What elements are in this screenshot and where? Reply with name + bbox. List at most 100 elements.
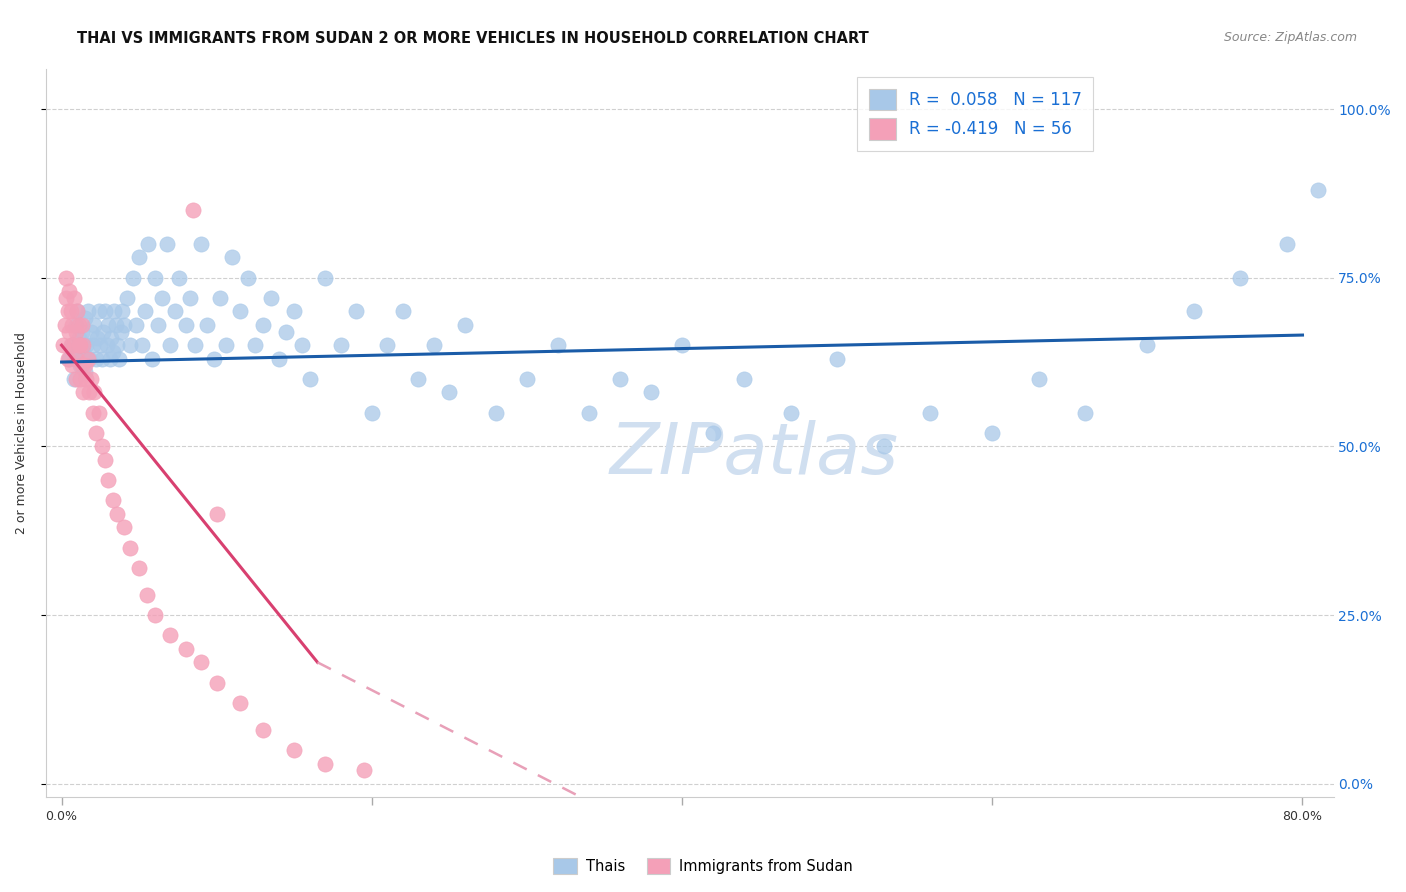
Point [143,608,166,623]
Point [107,507,129,521]
Point [163,304,186,318]
Point [90,351,112,366]
Point [112,520,135,534]
Point [454,318,477,332]
Point [97,318,120,332]
Point [98,351,121,366]
Point [70,359,93,373]
Point [65,318,87,332]
Point [267,351,290,366]
Point [72,338,94,352]
Text: THAI VS IMMIGRANTS FROM SUDAN 2 OR MORE VEHICLES IN HOUSEHOLD CORRELATION CHART: THAI VS IMMIGRANTS FROM SUDAN 2 OR MORE … [77,31,869,46]
Point [131,338,153,352]
Point [84,351,107,366]
Point [291,338,314,352]
Point [72,345,94,359]
Point [59,304,82,318]
Point [283,743,305,757]
Point [215,338,238,352]
Point [87,406,110,420]
Point [52,338,75,352]
Point [245,338,267,352]
Point [65,372,87,386]
Point [58,325,80,339]
Point [86,331,108,345]
Point [93,325,115,339]
Point [103,304,125,318]
Point [80,372,103,386]
Point [104,318,127,332]
Point [733,372,755,386]
Point [260,291,283,305]
Point [205,507,228,521]
Point [62,338,84,352]
Point [408,372,430,386]
Point [69,359,91,373]
Point [107,338,129,352]
Point [73,311,96,326]
Point [128,561,150,575]
Point [75,338,97,352]
Point [84,425,107,440]
Point [58,284,80,298]
Point [516,372,538,386]
Legend: Thais, Immigrants from Sudan: Thais, Immigrants from Sudan [548,852,858,880]
Point [83,318,105,332]
Point [981,425,1004,440]
Point [190,656,212,670]
Point [66,304,89,318]
Point [59,338,82,352]
Point [63,338,86,352]
Point [1275,237,1298,252]
Point [190,237,212,252]
Point [183,203,205,218]
Point [89,338,111,352]
Point [423,338,446,352]
Text: ZIPatlas: ZIPatlas [610,420,898,490]
Point [825,351,848,366]
Point [169,270,191,285]
Point [111,304,134,318]
Point [63,291,86,305]
Point [101,493,124,508]
Point [118,338,141,352]
Point [920,406,942,420]
Point [1306,183,1329,197]
Point [56,304,79,318]
Point [439,385,461,400]
Point [1369,237,1392,252]
Point [79,385,101,400]
Point [66,351,89,366]
Point [82,406,104,420]
Point [94,304,117,318]
Point [252,318,274,332]
Point [118,541,141,555]
Point [77,351,100,366]
Point [65,325,87,339]
Point [87,304,110,318]
Point [55,270,77,285]
Point [110,325,132,339]
Point [125,318,148,332]
Point [205,675,228,690]
Point [276,325,298,339]
Point [221,251,243,265]
Point [229,696,252,710]
Point [75,372,97,386]
Point [100,331,122,345]
Point [83,385,105,400]
Point [73,359,96,373]
Point [184,338,207,352]
Point [101,345,124,359]
Point [702,425,724,440]
Y-axis label: 2 or more Vehicles in Household: 2 or more Vehicles in Household [15,332,28,533]
Point [134,304,156,318]
Point [143,270,166,285]
Point [485,406,508,420]
Point [53,318,76,332]
Point [94,453,117,467]
Point [159,338,181,352]
Point [55,291,77,305]
Point [96,338,118,352]
Point [156,237,179,252]
